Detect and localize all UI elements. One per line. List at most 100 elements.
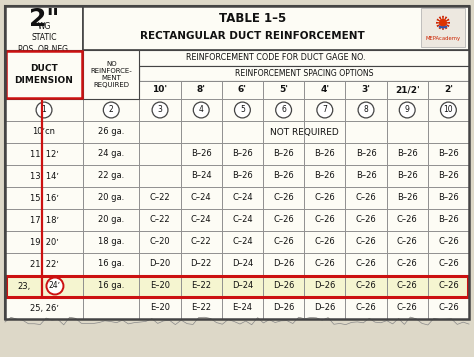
Text: 21, 22ʼ: 21, 22ʼ [30,260,58,268]
Text: E–24: E–24 [232,303,253,312]
Bar [5,187,83,209]
Bar [222,231,263,253]
Text: C–24: C–24 [232,237,253,246]
Text: C–24: C–24 [191,193,211,202]
Bar [83,143,139,165]
Bar [304,143,346,165]
Bar [263,253,304,275]
Text: B–26: B–26 [438,150,459,159]
Bar [304,187,346,209]
Text: D–22: D–22 [191,260,212,268]
Bar [263,187,304,209]
Bar [83,121,139,143]
Bar [181,209,222,231]
Text: 21/2': 21/2' [395,85,419,95]
Bar [5,209,83,231]
Bar [263,275,304,297]
Text: 13, 14ʼ: 13, 14ʼ [29,171,58,181]
Bar [181,187,222,209]
Bar [263,143,304,165]
Text: C–20: C–20 [150,237,170,246]
Bar [387,231,428,253]
Bar [346,209,387,231]
Bar [346,165,387,187]
Text: 19, 20ʼ: 19, 20ʼ [30,237,58,246]
Text: E–22: E–22 [191,282,211,291]
Bar [346,297,387,319]
Circle shape [103,102,119,118]
Text: C–26: C–26 [356,282,376,291]
Bar [263,121,304,143]
Text: D–26: D–26 [273,260,294,268]
Bar [387,253,428,275]
Bar [139,66,469,81]
Bar [346,231,387,253]
Bar [139,165,181,187]
Wedge shape [442,23,444,30]
Bar [387,297,428,319]
Bar [83,209,139,231]
Text: RECTANGULAR DUCT REINFORCEMENT: RECTANGULAR DUCT REINFORCEMENT [140,31,365,41]
Text: 24ʼ: 24ʼ [49,282,61,291]
Text: B–24: B–24 [191,171,211,181]
Circle shape [46,277,64,295]
Text: 11, 12ʼ: 11, 12ʼ [30,150,58,159]
Bar [428,143,469,165]
Bar [428,99,469,121]
Text: C–22: C–22 [150,216,170,225]
Bar [181,143,222,165]
Text: B–26: B–26 [397,150,418,159]
Text: 1: 1 [42,106,46,115]
Bar [387,81,428,99]
Bar [428,209,469,231]
Bar [83,99,139,121]
Wedge shape [439,16,443,23]
Text: C–26: C–26 [356,303,376,312]
Bar [222,253,263,275]
Bar [139,231,181,253]
Bar [387,187,428,209]
Bar [5,99,83,121]
Bar [181,275,222,297]
Circle shape [439,19,447,27]
Bar [428,231,469,253]
Circle shape [358,102,374,118]
Text: D–20: D–20 [149,260,171,268]
Text: C–26: C–26 [438,237,459,246]
Bar [5,275,83,297]
Text: E–22: E–22 [191,303,211,312]
Text: E–20: E–20 [150,282,170,291]
Bar [139,297,181,319]
Text: D–26: D–26 [314,282,336,291]
Bar [304,99,346,121]
Text: B–26: B–26 [191,150,211,159]
Bar [181,81,222,99]
Text: REINFORCEMENT SPACING OPTIONS: REINFORCEMENT SPACING OPTIONS [235,69,374,78]
Text: C–26: C–26 [314,237,335,246]
Text: 7: 7 [322,106,327,115]
Wedge shape [437,23,443,27]
Text: 20 ga.: 20 ga. [98,193,124,202]
Bar [139,209,181,231]
Text: 22 ga.: 22 ga. [98,171,124,181]
Bar [5,6,83,319]
Text: C–26: C–26 [397,282,418,291]
Text: B–26: B–26 [314,171,335,181]
Text: C–24: C–24 [232,216,253,225]
Text: 10': 10' [153,85,168,95]
Bar [263,99,304,121]
Bar [263,165,304,187]
Bar [387,143,428,165]
Text: 2: 2 [109,106,114,115]
Bar [222,209,263,231]
Bar [222,99,263,121]
Bar [5,143,83,165]
Text: C–26: C–26 [397,216,418,225]
Text: B–26: B–26 [397,171,418,181]
Text: B–26: B–26 [438,171,459,181]
Text: C–26: C–26 [438,303,459,312]
Bar [5,6,469,319]
Bar [83,275,139,297]
Text: C–26: C–26 [356,216,376,225]
Bar [304,121,346,143]
